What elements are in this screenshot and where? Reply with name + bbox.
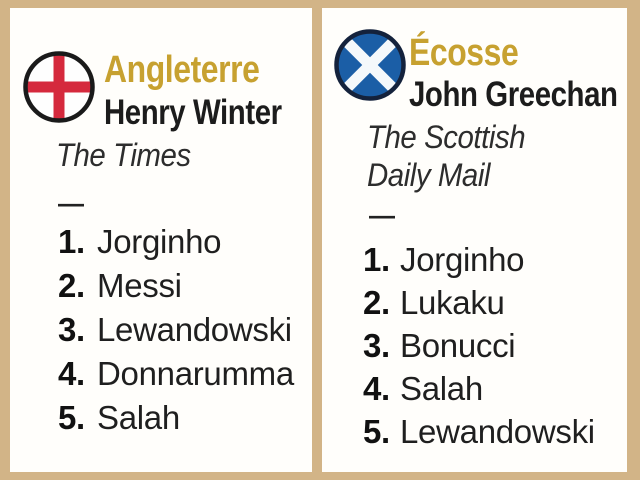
player-name: Salah [97, 399, 180, 436]
st-george-cross-horizontal [25, 81, 93, 93]
country-title: Angleterre [104, 49, 260, 91]
ranking-item: 2. Messi [58, 264, 294, 308]
ranking-item: 4. Salah [363, 367, 595, 410]
panel-scotland: Écosse John Greechan The Scottish Daily … [322, 8, 627, 472]
england-flag-ring [23, 51, 95, 123]
ranking-item: 3. Bonucci [363, 324, 595, 367]
ranking-item: 1. Jorginho [363, 238, 595, 281]
ranking-item: 3. Lewandowski [58, 308, 294, 352]
scotland-flag-icon [334, 29, 406, 101]
player-name: Lewandowski [400, 413, 595, 450]
journalist-name: Henry Winter [104, 93, 282, 132]
panel-england: Angleterre Henry Winter The Times — 1. Jo… [10, 8, 312, 472]
england-flag-icon [23, 51, 95, 123]
ranking-list: 1. Jorginho 2. Lukaku 3. Bonucci 4. Salah 5.… [363, 238, 595, 453]
player-name: Salah [400, 370, 483, 407]
divider-dash: — [58, 188, 84, 218]
rank-number: 5. [363, 413, 390, 450]
ranking-item: 5. Lewandowski [363, 410, 595, 453]
rank-number: 5. [58, 399, 85, 436]
rank-number: 1. [363, 241, 390, 278]
publication-line: Daily Mail [367, 157, 490, 193]
country-title: Écosse [409, 32, 519, 74]
ranking-item: 2. Lukaku [363, 281, 595, 324]
saltire-cross [336, 31, 404, 99]
ranking-item: 5. Salah [58, 396, 294, 440]
scotland-flag-ring [334, 29, 406, 101]
rank-number: 4. [363, 370, 390, 407]
player-name: Bonucci [400, 327, 516, 364]
player-name: Jorginho [400, 241, 525, 278]
rank-number: 1. [58, 223, 85, 260]
ranking-item: 4. Donnarumma [58, 352, 294, 396]
rank-number: 2. [363, 284, 390, 321]
publication-name: The Scottish Daily Mail [367, 118, 526, 194]
rank-number: 3. [363, 327, 390, 364]
rank-number: 4. [58, 355, 85, 392]
journalist-name: John Greechan [409, 75, 618, 114]
player-name: Jorginho [97, 223, 222, 260]
player-name: Lewandowski [97, 311, 292, 348]
player-name: Donnarumma [97, 355, 294, 392]
rank-number: 3. [58, 311, 85, 348]
divider-dash: — [369, 200, 395, 230]
player-name: Lukaku [400, 284, 505, 321]
publication-name: The Times [56, 136, 191, 174]
ranking-item: 1. Jorginho [58, 220, 294, 264]
publication-line: The Scottish [367, 119, 526, 155]
publication-line: The Times [56, 137, 191, 173]
player-name: Messi [97, 267, 182, 304]
ranking-list: 1. Jorginho 2. Messi 3. Lewandowski 4. Donna… [58, 220, 294, 440]
rank-number: 2. [58, 267, 85, 304]
